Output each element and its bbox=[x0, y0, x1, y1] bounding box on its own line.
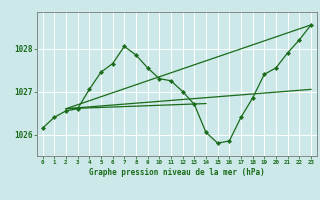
X-axis label: Graphe pression niveau de la mer (hPa): Graphe pression niveau de la mer (hPa) bbox=[89, 168, 265, 177]
